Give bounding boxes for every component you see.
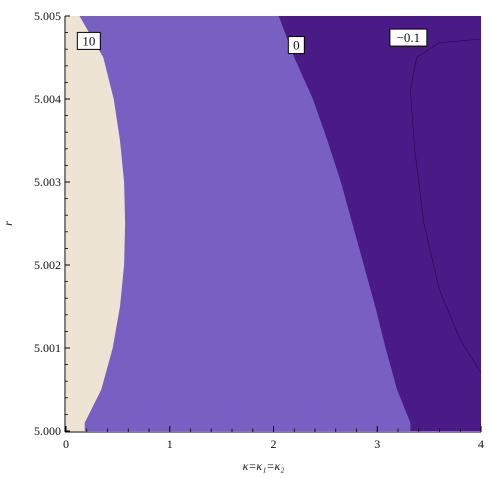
x-tick-label: 0 xyxy=(63,437,69,451)
y-tick-label: 5.004 xyxy=(34,92,61,106)
y-tick-label: 5.005 xyxy=(34,9,61,23)
contour-labels: 10 0 −0.1 xyxy=(76,28,428,55)
contour-regions xyxy=(66,16,481,431)
contour-label-box xyxy=(389,28,428,47)
y-tick-label: 5.001 xyxy=(34,341,61,355)
x-tick-label: 4 xyxy=(478,437,484,451)
x-tick-label: 1 xyxy=(167,437,173,451)
contour-label: 10 xyxy=(76,31,101,50)
x-tick-label: 3 xyxy=(374,437,380,451)
contour-lines xyxy=(410,38,482,374)
x-tick-label: 2 xyxy=(271,437,277,451)
region-10 xyxy=(66,16,126,431)
y-tick-label: 5.002 xyxy=(34,258,61,272)
y-axis-label: r xyxy=(1,221,15,226)
contour-label-text: 0 xyxy=(293,38,300,53)
contour-label-text: 10 xyxy=(82,33,95,48)
contour-label: 0 xyxy=(287,36,305,55)
contour-label-box xyxy=(76,31,101,50)
contour-label-text: −0.1 xyxy=(397,30,421,45)
region-0 xyxy=(66,16,411,431)
y-tick-label: 5.003 xyxy=(34,175,61,189)
axis-ticks: 0 1 2 3 4 5.000 5.001 5.002 5.003 5.004 5.005 xyxy=(34,9,484,451)
y-tick-label: 5.000 xyxy=(34,424,61,438)
contour-label: −0.1 xyxy=(389,28,428,47)
contour-label-box xyxy=(287,36,305,55)
x-axis-label: κ=κ₁=κ₂ xyxy=(243,459,285,473)
contour-line-0 xyxy=(410,38,482,374)
